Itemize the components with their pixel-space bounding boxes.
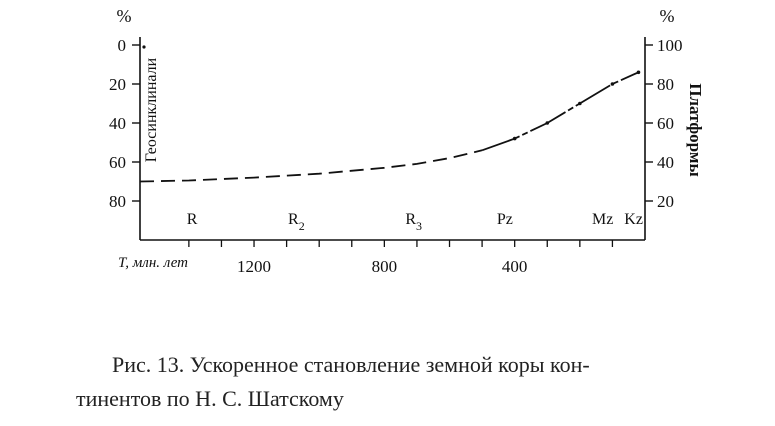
era-labels: R R2 R3 Pz Mz Kz bbox=[187, 211, 643, 233]
left-unit-label: % bbox=[117, 6, 132, 26]
axis-labels: % % T, млн. лет Геосинклинали Платформы bbox=[117, 6, 706, 271]
left-axis-title: Геосинклинали bbox=[143, 57, 160, 162]
right-tick-label: 40 bbox=[657, 153, 674, 172]
right-tick-label: 20 bbox=[657, 192, 674, 211]
left-tick-label: 0 bbox=[118, 36, 127, 55]
series-line-dashed bbox=[139, 149, 483, 183]
x-tick-label: 400 bbox=[502, 257, 528, 276]
right-tick-label: 60 bbox=[657, 114, 674, 133]
series-point bbox=[578, 101, 582, 106]
era-label: Mz bbox=[592, 211, 613, 228]
chart: 0 20 40 60 80 100 80 60 40 20 1200 800 400 R R2 R3 Pz Mz… bbox=[109, 6, 706, 276]
right-tick-label: 100 bbox=[657, 36, 683, 55]
x-axis-label: T, млн. лет bbox=[118, 255, 188, 271]
series-point bbox=[512, 136, 517, 141]
right-axis-title: Платформы bbox=[686, 83, 705, 176]
left-tick-label: 20 bbox=[109, 75, 126, 94]
chart-ticks: 0 20 40 60 80 100 80 60 40 20 1200 800 400 bbox=[109, 36, 683, 276]
series-line-solid bbox=[481, 71, 639, 152]
caption-line-1: Рис. 13. Ускоренное становление земной к… bbox=[112, 352, 590, 377]
x-tick-label: 1200 bbox=[237, 257, 271, 276]
series-point bbox=[545, 121, 550, 125]
right-tick-label: 80 bbox=[657, 75, 674, 94]
right-unit-label: % bbox=[660, 6, 675, 26]
era-label: Pz bbox=[497, 211, 513, 228]
era-label: R2 bbox=[288, 211, 305, 233]
left-tick-label: 60 bbox=[109, 153, 126, 172]
x-tick-label: 800 bbox=[372, 257, 398, 276]
figure-caption: Рис. 13. Ускоренное становление земной к… bbox=[76, 348, 762, 416]
series-point bbox=[636, 70, 641, 75]
era-label: Kz bbox=[624, 211, 643, 228]
era-label: R3 bbox=[405, 211, 422, 233]
era-label: R bbox=[187, 211, 198, 228]
chart-axes bbox=[139, 37, 646, 241]
series-point bbox=[610, 82, 615, 86]
caption-line-2: тинентов по Н. С. Шатскому bbox=[76, 386, 344, 411]
left-tick-label: 80 bbox=[109, 192, 126, 211]
start-marker bbox=[142, 45, 146, 49]
left-tick-label: 40 bbox=[109, 114, 126, 133]
chart-series bbox=[139, 45, 641, 183]
